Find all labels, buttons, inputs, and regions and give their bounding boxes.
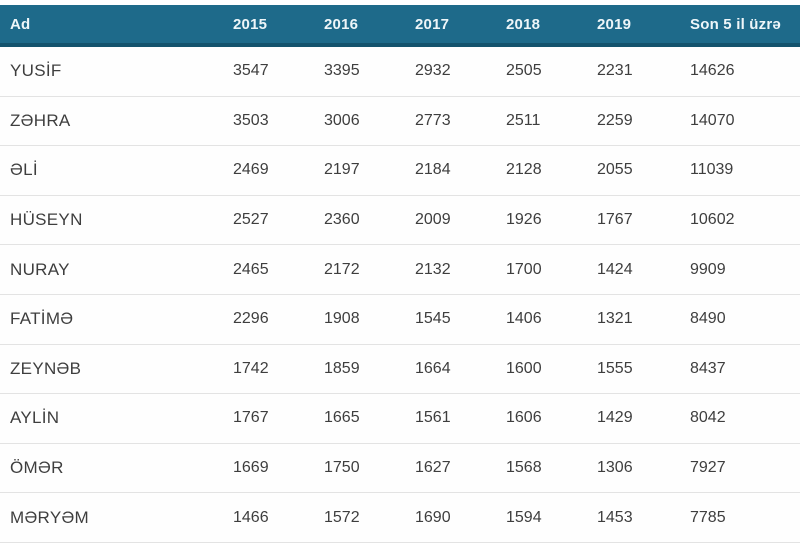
name-cell: YUSİF xyxy=(0,45,223,97)
value-cell: 2527 xyxy=(223,195,314,246)
value-cell: 1429 xyxy=(587,393,680,444)
value-cell: 2132 xyxy=(405,244,496,295)
value-cell: 1545 xyxy=(405,294,496,345)
table-row: FATİMƏ 2296 1908 1545 1406 1321 8490 xyxy=(0,294,800,345)
column-header-2015: 2015 xyxy=(223,5,314,47)
table-header: Ad 2015 2016 2017 2018 2019 Son 5 il üzr… xyxy=(0,5,800,47)
column-header-2019: 2019 xyxy=(587,5,680,47)
name-cell: AYLİN xyxy=(0,393,223,444)
value-cell: 2128 xyxy=(496,145,587,196)
name-statistics-table: Ad 2015 2016 2017 2018 2019 Son 5 il üzr… xyxy=(0,5,800,543)
table-row: ÖMƏR 1669 1750 1627 1568 1306 7927 xyxy=(0,443,800,494)
value-cell: 1908 xyxy=(314,294,405,345)
column-header-2017: 2017 xyxy=(405,5,496,47)
table-row: AYLİN 1767 1665 1561 1606 1429 8042 xyxy=(0,393,800,444)
value-cell: 2773 xyxy=(405,96,496,147)
value-cell: 1690 xyxy=(405,492,496,543)
name-cell: HÜSEYN xyxy=(0,195,223,246)
value-cell: 3547 xyxy=(223,45,314,97)
value-cell: 3006 xyxy=(314,96,405,147)
value-cell: 1555 xyxy=(587,344,680,395)
value-cell: 1594 xyxy=(496,492,587,543)
value-cell: 1700 xyxy=(496,244,587,295)
name-cell: MƏRYƏM xyxy=(0,492,223,543)
value-cell: 2505 xyxy=(496,45,587,97)
value-cell: 2360 xyxy=(314,195,405,246)
value-cell: 9909 xyxy=(680,244,800,295)
value-cell: 1466 xyxy=(223,492,314,543)
value-cell: 2259 xyxy=(587,96,680,147)
value-cell: 2469 xyxy=(223,145,314,196)
value-cell: 1767 xyxy=(587,195,680,246)
table-row: NURAY 2465 2172 2132 1700 1424 9909 xyxy=(0,244,800,295)
name-cell: ƏLİ xyxy=(0,145,223,196)
value-cell: 1669 xyxy=(223,443,314,494)
value-cell: 1561 xyxy=(405,393,496,444)
value-cell: 3395 xyxy=(314,45,405,97)
name-cell: ZƏHRA xyxy=(0,96,223,147)
table-body: YUSİF 3547 3395 2932 2505 2231 14626 ZƏHRA 3503 3… xyxy=(0,45,800,543)
name-cell: ÖMƏR xyxy=(0,443,223,494)
value-cell: 1767 xyxy=(223,393,314,444)
table-row: ZEYNƏB 1742 1859 1664 1600 1555 8437 xyxy=(0,344,800,395)
name-cell: FATİMƏ xyxy=(0,294,223,345)
value-cell: 1572 xyxy=(314,492,405,543)
column-header-2016: 2016 xyxy=(314,5,405,47)
table-row: HÜSEYN 2527 2360 2009 1926 1767 10602 xyxy=(0,195,800,246)
value-cell: 10602 xyxy=(680,195,800,246)
value-cell: 1453 xyxy=(587,492,680,543)
value-cell: 1750 xyxy=(314,443,405,494)
value-cell: 2009 xyxy=(405,195,496,246)
value-cell: 3503 xyxy=(223,96,314,147)
header-row: Ad 2015 2016 2017 2018 2019 Son 5 il üzr… xyxy=(0,5,800,47)
value-cell: 1665 xyxy=(314,393,405,444)
value-cell: 8490 xyxy=(680,294,800,345)
value-cell: 2184 xyxy=(405,145,496,196)
value-cell: 1600 xyxy=(496,344,587,395)
value-cell: 1406 xyxy=(496,294,587,345)
value-cell: 2197 xyxy=(314,145,405,196)
table-row: MƏRYƏM 1466 1572 1690 1594 1453 7785 xyxy=(0,492,800,543)
value-cell: 8437 xyxy=(680,344,800,395)
value-cell: 7785 xyxy=(680,492,800,543)
value-cell: 1424 xyxy=(587,244,680,295)
value-cell: 14070 xyxy=(680,96,800,147)
name-cell: NURAY xyxy=(0,244,223,295)
value-cell: 1606 xyxy=(496,393,587,444)
value-cell: 1926 xyxy=(496,195,587,246)
table-row: ƏLİ 2469 2197 2184 2128 2055 11039 xyxy=(0,145,800,196)
value-cell: 2465 xyxy=(223,244,314,295)
value-cell: 14626 xyxy=(680,45,800,97)
value-cell: 11039 xyxy=(680,145,800,196)
value-cell: 2296 xyxy=(223,294,314,345)
value-cell: 1321 xyxy=(587,294,680,345)
value-cell: 2511 xyxy=(496,96,587,147)
value-cell: 1664 xyxy=(405,344,496,395)
value-cell: 2932 xyxy=(405,45,496,97)
value-cell: 7927 xyxy=(680,443,800,494)
name-cell: ZEYNƏB xyxy=(0,344,223,395)
table-row: ZƏHRA 3503 3006 2773 2511 2259 14070 xyxy=(0,96,800,147)
value-cell: 2055 xyxy=(587,145,680,196)
value-cell: 1859 xyxy=(314,344,405,395)
column-header-ad: Ad xyxy=(0,5,223,47)
value-cell: 2172 xyxy=(314,244,405,295)
column-header-2018: 2018 xyxy=(496,5,587,47)
value-cell: 1627 xyxy=(405,443,496,494)
value-cell: 8042 xyxy=(680,393,800,444)
table-row: YUSİF 3547 3395 2932 2505 2231 14626 xyxy=(0,45,800,97)
value-cell: 1306 xyxy=(587,443,680,494)
value-cell: 1742 xyxy=(223,344,314,395)
value-cell: 2231 xyxy=(587,45,680,97)
column-header-son5-total: Son 5 il üzrə xyxy=(680,5,800,47)
value-cell: 1568 xyxy=(496,443,587,494)
